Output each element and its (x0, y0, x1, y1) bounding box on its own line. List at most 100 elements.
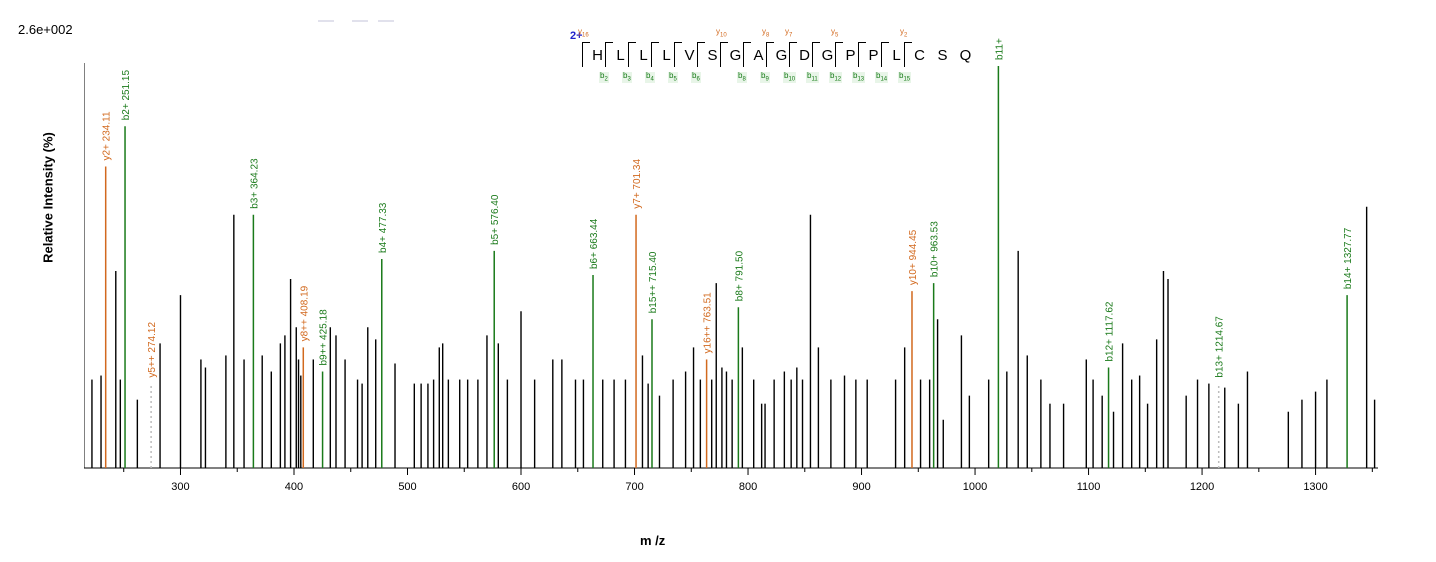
spectrum-svg: 0102030405060708090100300400500600700800… (84, 38, 1378, 493)
x-tick-label: 400 (285, 481, 303, 493)
b-ion-tag: b11 (806, 71, 819, 83)
peak-label: y10+ 944.45 (908, 229, 919, 285)
fragment-bracket (720, 42, 728, 67)
b-ion-tag: b15 (898, 71, 912, 83)
b-ion-tag: b13 (852, 71, 866, 83)
peak-label: b5+ 576.40 (490, 194, 501, 245)
b-ion-tag: b2 (599, 71, 609, 83)
residue-letter: V (684, 46, 695, 64)
decorative-mark (378, 20, 394, 22)
residue-letter: L (662, 46, 671, 64)
peak-label: b4+ 477.33 (378, 202, 389, 253)
fragment-bracket (743, 42, 751, 67)
fragment-bracket (858, 42, 866, 67)
residue-cell: y5 b12 P (829, 28, 862, 83)
x-tick-label: 1000 (963, 481, 987, 493)
residue-cell: b8 A (737, 40, 770, 83)
fragment-bracket (904, 42, 912, 67)
residue-cell: b14 L (875, 40, 908, 83)
residue-letter: G (775, 46, 788, 64)
fragment-bracket (835, 42, 843, 67)
fragment-bracket (605, 42, 613, 67)
peak-label: b13+ 1214.67 (1215, 316, 1226, 378)
decorative-mark (318, 20, 334, 22)
y-axis-title: Relative Intensity (%) (40, 132, 56, 263)
b-ion-tag: b10 (783, 71, 797, 83)
x-tick-label: 500 (398, 481, 416, 493)
residue-cell: b5 V (668, 40, 701, 83)
b-ion-tag: b5 (668, 71, 678, 83)
x-tick-label: 1300 (1303, 481, 1327, 493)
decorative-mark (352, 20, 368, 22)
annotated-peaks: y2+ 234.11 b2+ 251.15 y5++ 274.12 b3+ 364.2… (102, 38, 1354, 468)
precursor-charge-badge: 2+ (570, 30, 583, 42)
b-ion-tag: b9 (760, 71, 770, 83)
peak-label: y16++ 763.51 (703, 292, 714, 354)
x-tick-label: 800 (739, 481, 757, 493)
y-ion-tag: y7 (785, 27, 793, 39)
residue-cell: y10 G (716, 28, 747, 70)
x-tick-label: 700 (625, 481, 643, 493)
residue-letter: P (845, 46, 856, 64)
x-tick-label: 900 (852, 481, 870, 493)
x-tick-label: 1100 (1077, 481, 1101, 493)
peak-label: y5++ 274.12 (147, 322, 158, 378)
peak-label: b10+ 963.53 (930, 221, 941, 277)
residue-letter: S (937, 46, 948, 64)
y-ion-tag: y8 (762, 27, 770, 39)
peak-label: b15++ 715.40 (648, 251, 659, 313)
x-tick-label: 300 (171, 481, 189, 493)
peak-label: b11+ 1020.57 (994, 38, 1005, 60)
residue-cell: b2 L (599, 40, 632, 83)
peak-label: b6+ 663.44 (589, 218, 600, 269)
residue-letter: S (707, 46, 718, 64)
peak-label: y2+ 234.11 (102, 111, 113, 160)
spectrum-plot: 0102030405060708090100300400500600700800… (84, 38, 1384, 506)
fragment-bracket (812, 42, 820, 67)
residue-cell: Q (954, 40, 977, 70)
y-ion-tag: y16 (578, 27, 589, 39)
peak-label: b14+ 1327.77 (1343, 227, 1354, 289)
b-ion-tag: b14 (875, 71, 889, 83)
residue-cell: y8 b9 G (760, 28, 793, 83)
residue-letter: H (592, 46, 603, 64)
residue-cell: b3 L (622, 40, 655, 83)
residue-letter: Q (959, 46, 972, 64)
fragment-bracket (881, 42, 889, 67)
fragment-bracket (582, 42, 590, 67)
peak-label: b3+ 364.23 (249, 158, 260, 209)
peak-label: b9++ 425.18 (319, 309, 330, 366)
b-ion-tag: b4 (645, 71, 655, 83)
residue-letter: G (821, 46, 834, 64)
residue-cell: b4 L (645, 40, 678, 83)
residue-cell: b6 S (691, 40, 724, 83)
b-ion-tag: b6 (691, 71, 701, 83)
fragment-bracket (697, 42, 705, 67)
residue-cell: b13 P (852, 40, 885, 83)
fragment-bracket (674, 42, 682, 67)
residue-cell: S (931, 40, 954, 70)
x-axis-title: m /z (640, 533, 666, 548)
residue-letter: C (914, 46, 925, 64)
y-ion-tag: y5 (831, 27, 839, 39)
residue-cell: y2 b15 C (898, 28, 931, 83)
unmatched-peaks (91, 206, 1376, 468)
y-ion-tag: y2 (900, 27, 908, 39)
fragment-bracket (766, 42, 774, 67)
residue-cell: y7 b10 D (783, 28, 816, 83)
residue-letter: D (799, 46, 810, 64)
b-ion-tag: b8 (737, 71, 747, 83)
peak-label: y7+ 701.34 (632, 159, 643, 209)
residue-letter: P (868, 46, 879, 64)
x-tick-group: 300 400 500 600 700 800 900 1000 1100 1200 1300 (123, 468, 1373, 493)
b-ion-tag: b12 (829, 71, 843, 83)
x-tick-label: 1200 (1190, 481, 1214, 493)
fragment-bracket (651, 42, 659, 67)
b-ion-tag: b3 (622, 71, 632, 83)
intensity-scale-label: 2.6e+002 (18, 22, 73, 37)
peak-label: b12+ 1117.62 (1105, 301, 1116, 361)
residue-letter: L (616, 46, 625, 64)
